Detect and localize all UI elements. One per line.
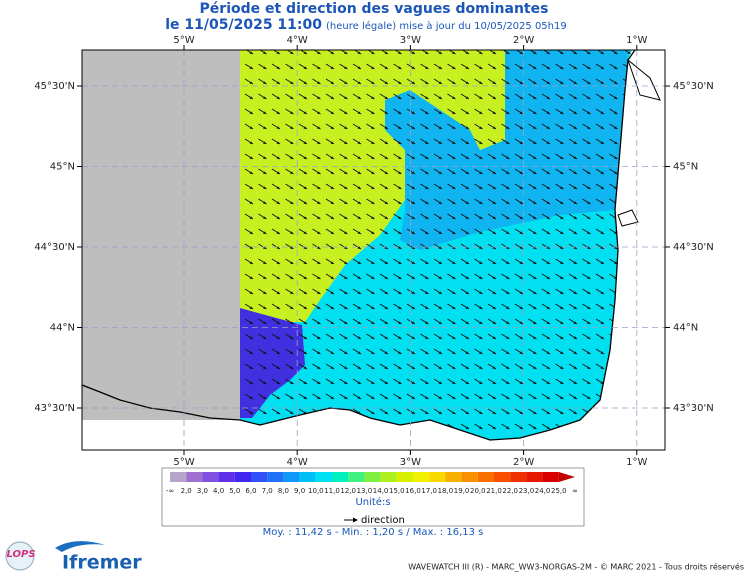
colorbar-label: 21,0 (486, 487, 502, 495)
color-box (267, 472, 284, 482)
colorbar-label: 17,0 (421, 487, 437, 495)
lat-label: 44°N (50, 323, 75, 334)
colorbar-label: 2,0 (181, 487, 192, 495)
unit: Unité:s (355, 496, 390, 508)
colorbar-label: 4,0 (213, 487, 224, 495)
lat-label: 45°N (50, 162, 75, 173)
colorbar: -∞ 2,0 3,0 4,0 5,0 6,0 7,0 8,0 9,0 10,0 11,0 12,0 13… (166, 472, 578, 495)
colorbar-label: 13,0 (357, 487, 373, 495)
out-of-domain (82, 50, 240, 420)
color-box (332, 472, 349, 482)
lon-label: 5°W (173, 35, 194, 46)
color-box (494, 472, 511, 482)
lat-label: 43°30'N (673, 403, 714, 414)
lon-label: 4°W (287, 35, 308, 46)
color-box (170, 472, 187, 482)
update: (heure légale) mise à jour du 10/05/2025… (326, 20, 567, 32)
direction-arrows (240, 50, 632, 440)
color-box (251, 472, 268, 482)
map-frame (81, 49, 666, 451)
lon-label: 4°W (287, 457, 308, 468)
color-arrow (558, 472, 575, 482)
colorbar-label: 9,0 (294, 487, 305, 495)
colorbar-label: ∞ (572, 487, 578, 495)
colorbar-label: 25,0 (551, 487, 567, 495)
lops-logo (5, 541, 35, 571)
colorbar-label: 19,0 (454, 487, 470, 495)
footer: WAVEWATCH III (R) - MARC_WW3-NORGAS-2M -… (408, 562, 744, 572)
direction-label: direction (361, 515, 405, 526)
color-box (283, 472, 300, 482)
color-box (526, 472, 543, 482)
colorbar-label: 16,0 (405, 487, 421, 495)
color-box (413, 472, 430, 482)
lon-label: 3°W (400, 457, 421, 468)
direction-arrow-head (353, 517, 358, 523)
color-box (348, 472, 365, 482)
lat-label: 45°30'N (34, 81, 75, 92)
ifremer-wave (55, 541, 105, 552)
title: Période et direction des vagues dominant… (200, 1, 549, 17)
map (82, 50, 665, 450)
colorbar-label: 3,0 (197, 487, 208, 495)
lon-label: 1°W (626, 35, 647, 46)
color-box (299, 472, 316, 482)
colorbar-label: 10,0 (308, 487, 324, 495)
color-box (218, 472, 235, 482)
lat-label: 44°30'N (34, 242, 75, 253)
lon-label: 2°W (513, 457, 534, 468)
lon-label: 2°W (513, 35, 534, 46)
colorbar-label: 24,0 (535, 487, 551, 495)
colorbar-label: 7,0 (262, 487, 273, 495)
color-box (461, 472, 478, 482)
colorbar-label: 15,0 (389, 487, 405, 495)
color-box (510, 472, 527, 482)
colorbar-label: 20,0 (470, 487, 486, 495)
colorbar-label: 11,0 (324, 487, 340, 495)
color-box (542, 472, 559, 482)
color-box (477, 472, 494, 482)
color-box (364, 472, 381, 482)
colorbar-label: 22,0 (502, 487, 518, 495)
colorbar-label: 5,0 (229, 487, 240, 495)
color-box (380, 472, 397, 482)
colorbar-label: 12,0 (340, 487, 356, 495)
estuary (617, 58, 661, 227)
lat-label: 44°N (673, 323, 698, 334)
colorbar-label: -∞ (166, 487, 174, 495)
colorbar-label: 14,0 (373, 487, 389, 495)
colorbar-label: 23,0 (519, 487, 535, 495)
coastline (82, 50, 636, 441)
lops-text: LOPS (6, 549, 35, 560)
colorbar-label: 6,0 (245, 487, 256, 495)
colorbar-label: 18,0 (438, 487, 454, 495)
lat-label: 43°30'N (34, 403, 75, 414)
color-box (396, 472, 413, 482)
lat-label: 44°30'N (673, 242, 714, 253)
lat-label: 45°N (673, 162, 698, 173)
lon-label: 3°W (400, 35, 421, 46)
color-box (429, 472, 446, 482)
lat-label: 45°30'N (673, 81, 714, 92)
color-box (234, 472, 251, 482)
ifremer-text: Ifremer (62, 552, 142, 574)
color-box (445, 472, 462, 482)
color-box (315, 472, 332, 482)
stats: Moy. : 11,42 s - Min. : 1,20 s / Max. : … (263, 527, 484, 538)
colorbar-label: 8,0 (278, 487, 289, 495)
grid: 5°W 5°W 4°W 4°W 3°W 3°W 2°W 2°W 1°W 1°W 45°30'N 45°… (34, 35, 713, 468)
lon-label: 5°W (173, 457, 194, 468)
date: le 11/05/2025 11:00 (165, 17, 322, 33)
color-box (186, 472, 203, 482)
lon-label: 1°W (626, 457, 647, 468)
color-box (202, 472, 219, 482)
